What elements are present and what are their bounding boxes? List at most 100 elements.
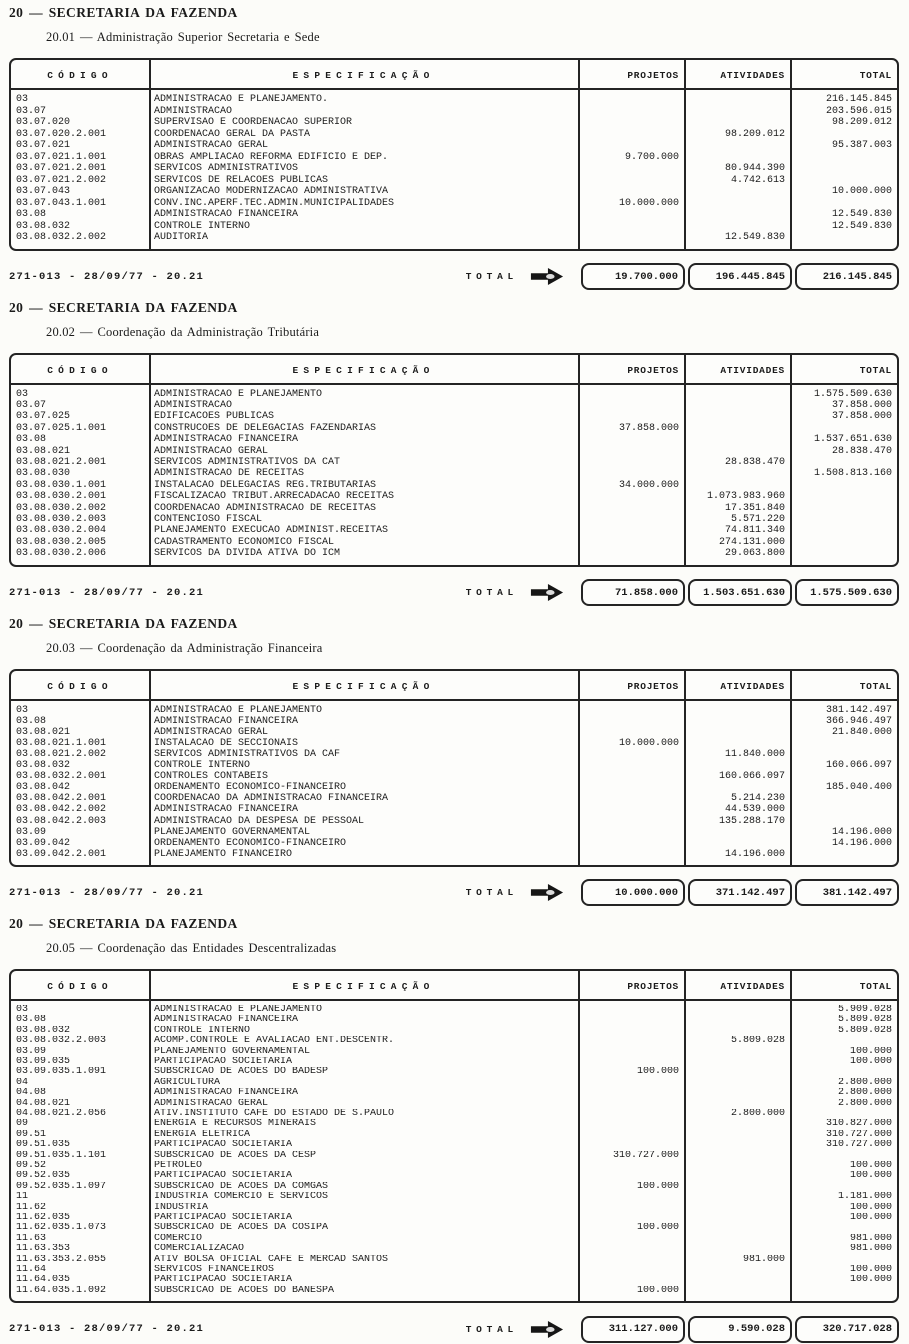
cell-atividades — [684, 1161, 790, 1171]
table-row: 03.09.035.1.091 SUBSCRICAO DE ACOES DO BA… — [11, 1067, 897, 1077]
table-row: 03.07.020 SUPERVISAO E COORDENACAO SUPERI… — [11, 117, 897, 129]
cell-code: 03.08 — [16, 209, 47, 220]
cell-code: 09 — [16, 1119, 29, 1130]
cell-code: 04.08.021 — [16, 1098, 71, 1109]
column-divider — [684, 354, 686, 565]
cell-spec: COORDENACAO GERAL DA PASTA — [154, 128, 311, 140]
cell-atividades — [684, 94, 790, 106]
cell-projetos — [578, 186, 684, 198]
column-divider — [684, 970, 686, 1302]
table-row: 03.08.030.2.003 CONTENCIOSO FISCAL 5.571.2… — [11, 514, 897, 525]
budget-table: CÓDIGO ESPECIFICAÇÃO PROJETOS ATIVIDADES… — [9, 968, 899, 1304]
cell-atividades — [684, 1244, 790, 1254]
table-row: 11.64 SERVICOS FINANCEIROS 100.000 — [11, 1265, 897, 1275]
cell-projetos — [578, 1057, 684, 1067]
cell-projetos: 100.000 — [636, 1285, 679, 1296]
cell-code: 03.08 — [16, 434, 47, 446]
cell-spec: INSTALACAO DELEGACIAS REG.TRIBUTARIAS — [154, 479, 377, 491]
cell-projetos — [578, 1036, 684, 1046]
cell-atividades — [684, 1151, 790, 1161]
cell-spec: INSTALACAO DE SECCIONAIS — [154, 737, 299, 749]
cell-spec: ADMINISTRACAO FINANCEIRA — [154, 715, 299, 727]
cell-total: 21.840.000 — [831, 726, 892, 738]
cell-atividades — [684, 738, 790, 749]
table-row: 03.07.021.2.001 SERVICOS ADMINISTRATIVOS 8… — [11, 163, 897, 175]
cell-atividades — [684, 1223, 790, 1233]
cell-spec: CONV.INC.APERF.TEC.ADMIN.MUNICIPALIDADES — [154, 197, 395, 209]
cell-spec: ENERGIA E RECURSOS MINERAIS — [154, 1119, 317, 1130]
column-divider — [578, 354, 580, 565]
cell-atividades — [684, 106, 790, 118]
cell-total — [790, 457, 897, 468]
cell-code: 03.08.030.2.006 — [16, 548, 107, 560]
cell-total: 310.727.000 — [825, 1129, 892, 1140]
total-label-group: TOTAL — [309, 267, 578, 286]
cell-total: 1.181.000 — [837, 1192, 892, 1203]
table-row: 03.08.032.2.003 ACOMP.CONTROLE E AVALIACA… — [11, 1036, 897, 1046]
cell-spec: CADASTRAMENTO ECONOMICO FISCAL — [154, 536, 335, 548]
cell-code: 03.07.025 — [16, 411, 71, 423]
cell-code: 03.07 — [16, 399, 47, 411]
cell-code: 11.62.035 — [16, 1213, 71, 1224]
cell-code: 04.08 — [16, 1088, 47, 1099]
cell-total: 100.000 — [849, 1056, 892, 1067]
cell-spec: PARTICIPACAO SOCIETARIA — [154, 1056, 293, 1067]
header-total: TOTAL — [859, 364, 892, 376]
cell-spec: SERVICOS DE RELACOES PUBLICAS — [154, 174, 329, 186]
cell-total: 100.000 — [849, 1046, 892, 1057]
cell-projetos — [578, 457, 684, 468]
header-codigo: CÓDIGO — [47, 364, 113, 376]
cell-atividades: 98.209.012 — [724, 128, 785, 140]
table-row: 03.07.043.1.001 CONV.INC.APERF.TEC.ADMIN.… — [11, 198, 897, 210]
cell-atividades: 29.063.800 — [724, 548, 785, 560]
cell-code: 03.07.020 — [16, 117, 71, 128]
cell-total — [790, 1255, 897, 1265]
table-row: 11.63.353.2.055 ATIV BOLSA OFICIAL CAFE E… — [11, 1255, 897, 1265]
cell-projetos — [578, 760, 684, 771]
cell-atividades — [684, 209, 790, 221]
section-subtitle: 20.03 — Coordenação da Administração Fin… — [46, 640, 323, 655]
cell-spec: AUDITORIA — [154, 232, 209, 243]
cell-atividades: 5.214.230 — [730, 793, 785, 805]
cell-code: 09.51.035.1.101 — [16, 1150, 107, 1161]
table-footer: 271-013 - 28/09/77 - 20.21 TOTAL 311.127… — [9, 1314, 900, 1344]
cell-total — [790, 514, 897, 525]
cell-total: 14.196.000 — [831, 826, 892, 838]
cell-spec: SUBSCRICAO DE ACOES DA CESP — [154, 1150, 317, 1161]
cell-spec: ADMINISTRACAO GERAL — [154, 140, 269, 151]
cell-projetos: 37.858.000 — [618, 422, 679, 434]
cell-projetos — [578, 1099, 684, 1109]
table-row: 11 INDUSTRIA COMERCIO E SERVICOS 1.181.000 — [11, 1192, 897, 1202]
cell-projetos — [578, 838, 684, 849]
header-projetos: PROJETOS — [627, 70, 679, 81]
cell-total — [790, 198, 897, 210]
header-codigo: CÓDIGO — [47, 980, 113, 992]
table-row: 03.08.030.1.001 INSTALACAO DELEGACIAS REG… — [11, 480, 897, 491]
cell-code: 03.08.042 — [16, 782, 71, 794]
table-row: 03.07.025.1.001 CONSTRUCOES DE DELEGACIAS… — [11, 423, 897, 434]
cell-projetos — [578, 514, 684, 525]
cell-atividades — [684, 198, 790, 210]
cell-total — [790, 771, 897, 782]
table-row: 03.08.042.2.001 COORDENACAO DA ADMINISTRA… — [11, 793, 897, 804]
cell-atividades — [684, 1203, 790, 1213]
total-arrow-icon — [530, 584, 564, 602]
cell-code: 03 — [16, 388, 29, 400]
table-row: 09.52 PETROLEO 100.000 — [11, 1161, 897, 1171]
cell-spec: ORDENAMENTO ECONOMICO-FINANCEIRO — [154, 782, 347, 794]
cell-spec: PARTICIPACAO SOCIETARIA — [154, 1213, 293, 1224]
total-box-projetos: 10.000.000 — [581, 879, 685, 907]
cell-total — [790, 152, 897, 164]
cell-spec: ORGANIZACAO MODERNIZACAO ADMINISTRATIVA — [154, 186, 389, 197]
cell-code: 03.08.032.2.003 — [16, 1036, 107, 1047]
cell-spec: PARTICIPACAO SOCIETARIA — [154, 1140, 293, 1151]
column-divider — [578, 970, 580, 1302]
table-row: 03.08.032.2.001 CONTROLES CONTABEIS 160.06… — [11, 771, 897, 782]
cell-spec: COMERCIALIZACAO — [154, 1244, 245, 1255]
table-row: 03.08 ADMINISTRACAO FINANCEIRA 366.946.497 — [11, 716, 897, 727]
total-box-atividades: 9.590.028 — [688, 1315, 792, 1343]
total-label-group: TOTAL — [309, 1320, 578, 1339]
column-divider — [149, 354, 151, 565]
header-especificacao: ESPECIFICAÇÃO — [292, 70, 435, 81]
cell-total: 5.909.028 — [837, 1004, 892, 1015]
